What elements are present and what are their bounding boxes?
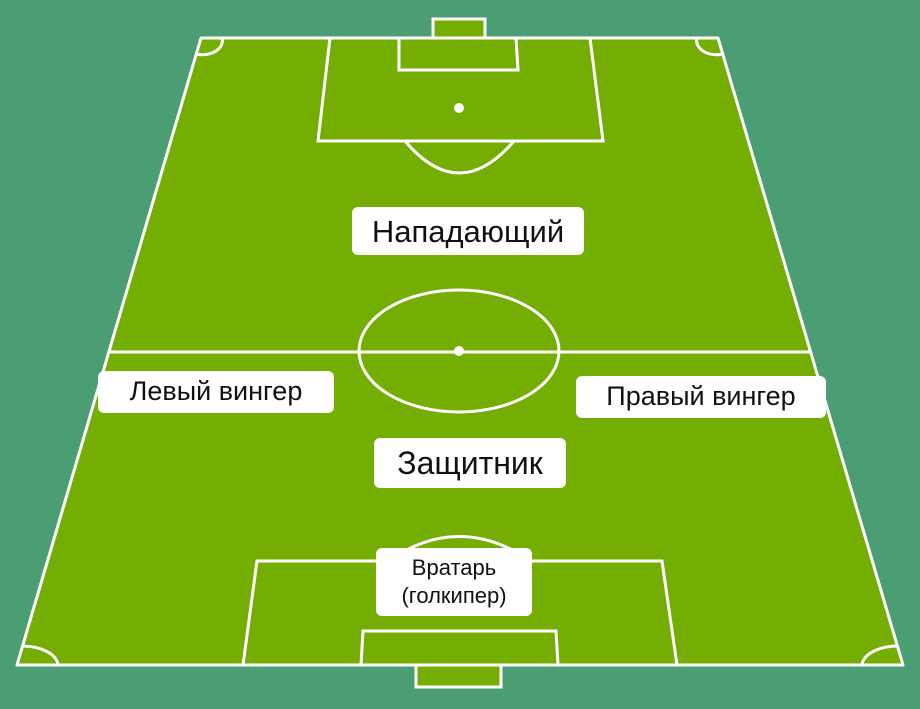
top-penalty-spot xyxy=(454,103,464,113)
corner-arc-bottom-right xyxy=(860,644,898,666)
left-winger-label: Левый вингер xyxy=(98,371,334,413)
top-goal-area xyxy=(397,36,520,72)
defender-label: Защитник xyxy=(374,438,566,488)
center-spot xyxy=(454,346,464,356)
goalkeeper-label-line2: (голкипер) xyxy=(401,582,507,608)
bottom-goal xyxy=(414,663,503,689)
goalkeeper-label: Вратарь (голкипер) xyxy=(376,548,532,616)
goalkeeper-label-line1: Вратарь xyxy=(411,555,497,580)
top-penalty-arc xyxy=(403,140,516,175)
center-circle xyxy=(357,288,561,414)
forward-label: Нападающий xyxy=(352,207,584,255)
right-winger-label: Правый вингер xyxy=(576,376,826,418)
corner-arc-top-left xyxy=(195,37,224,57)
corner-arc-top-right xyxy=(695,37,724,57)
top-goal xyxy=(431,17,487,40)
bottom-goal-area xyxy=(359,629,560,667)
corner-arc-bottom-left xyxy=(22,644,60,666)
